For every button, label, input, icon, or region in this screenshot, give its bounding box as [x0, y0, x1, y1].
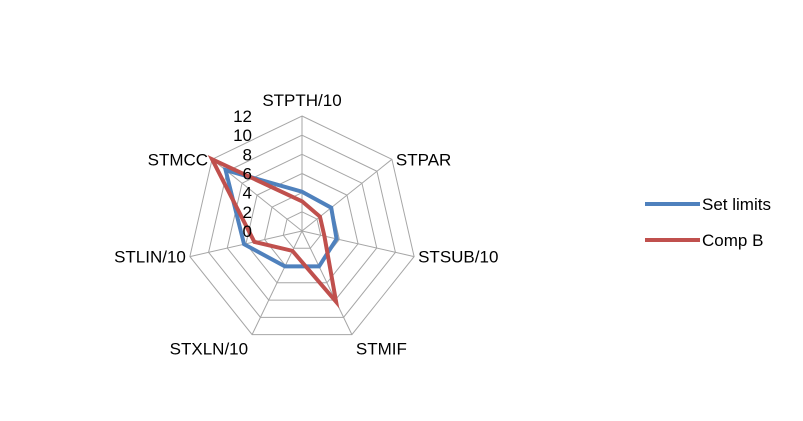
tick-label: 10	[233, 126, 252, 145]
tick-label: 8	[243, 145, 252, 164]
grid-ring	[245, 172, 359, 284]
grid-ring	[226, 153, 378, 301]
spoke-line	[301, 230, 415, 258]
axis-label: STPTH/10	[262, 91, 341, 110]
axis-label: STXLN/10	[170, 340, 248, 359]
chart-legend: Set limits Comp B	[645, 195, 771, 250]
axis-label: STSUB/10	[418, 248, 498, 267]
grid-ring	[282, 211, 322, 249]
grid-ring	[189, 115, 415, 336]
tick-label: 12	[233, 107, 252, 126]
legend-label: Set limits	[702, 195, 771, 214]
axis-label: STMCC	[148, 150, 208, 169]
radar-spokes	[189, 116, 415, 335]
axis-label: STPAR	[396, 150, 451, 169]
radar-axis-labels: STPTH/10 STPAR STSUB/10 STMIF STXLN/10 STLIN/…	[114, 91, 498, 359]
series-line-comp-b	[207, 155, 340, 309]
tick-label: 0	[243, 222, 252, 241]
axis-label: STLIN/10	[114, 248, 186, 267]
tick-label: 4	[243, 184, 252, 203]
spoke-line	[301, 230, 353, 335]
spoke-line	[251, 230, 303, 335]
axis-label: STMIF	[356, 340, 407, 359]
legend-label: Comp B	[702, 231, 763, 250]
tick-label: 6	[243, 165, 252, 184]
radar-series	[207, 155, 340, 309]
spoke-line	[301, 158, 393, 232]
tick-label: 2	[243, 203, 252, 222]
series-line-set-limits	[222, 167, 339, 269]
